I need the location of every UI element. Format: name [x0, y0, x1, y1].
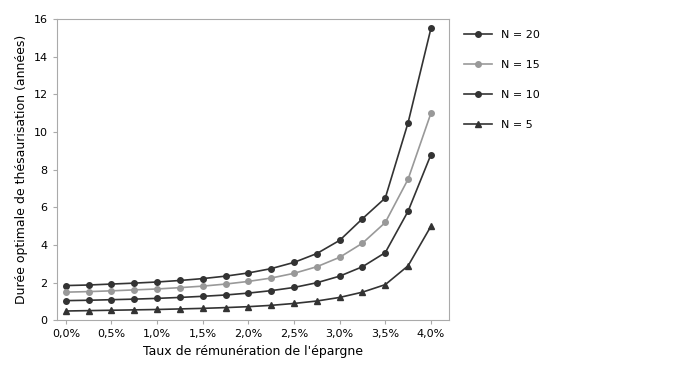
- N = 10: [221, 293, 229, 297]
- N = 10: [84, 298, 92, 303]
- N = 10: [130, 297, 138, 301]
- N = 10: [62, 298, 70, 303]
- N = 20: [62, 283, 70, 288]
- N = 10: [336, 274, 344, 278]
- N = 20: [153, 280, 161, 284]
- N = 10: [245, 291, 253, 295]
- N = 15: [427, 111, 435, 115]
- N = 10: [199, 294, 207, 298]
- N = 15: [199, 284, 207, 288]
- N = 5: [381, 282, 389, 287]
- N = 10: [108, 297, 116, 302]
- N = 10: [176, 295, 184, 300]
- N = 20: [290, 260, 298, 264]
- N = 15: [245, 279, 253, 283]
- N = 15: [267, 276, 275, 280]
- N = 10: [381, 250, 389, 255]
- N = 20: [176, 278, 184, 283]
- N = 5: [336, 295, 344, 300]
- Legend: N = 20, N = 15, N = 10, N = 5: N = 20, N = 15, N = 10, N = 5: [459, 25, 545, 136]
- Y-axis label: Durée optimale de thésaurisation (années): Durée optimale de thésaurisation (années…: [15, 35, 28, 304]
- N = 5: [313, 299, 321, 303]
- N = 20: [404, 120, 412, 125]
- N = 10: [404, 209, 412, 213]
- N = 20: [267, 266, 275, 271]
- N = 5: [62, 309, 70, 313]
- N = 5: [176, 307, 184, 311]
- N = 15: [313, 264, 321, 269]
- N = 10: [267, 288, 275, 293]
- N = 5: [404, 264, 412, 268]
- Line: N = 5: N = 5: [63, 223, 434, 314]
- N = 15: [358, 241, 366, 245]
- N = 20: [199, 276, 207, 281]
- N = 15: [404, 177, 412, 181]
- Line: N = 15: N = 15: [63, 110, 434, 295]
- N = 10: [153, 296, 161, 301]
- N = 20: [336, 238, 344, 242]
- N = 5: [221, 305, 229, 310]
- N = 15: [221, 282, 229, 286]
- N = 20: [221, 274, 229, 278]
- N = 20: [108, 282, 116, 286]
- Line: N = 20: N = 20: [63, 26, 434, 288]
- N = 5: [245, 304, 253, 309]
- N = 15: [381, 220, 389, 225]
- N = 20: [358, 216, 366, 221]
- N = 5: [290, 301, 298, 306]
- N = 20: [313, 251, 321, 256]
- N = 15: [130, 288, 138, 292]
- X-axis label: Taux de rémunération de l'épargne: Taux de rémunération de l'épargne: [143, 345, 363, 358]
- N = 5: [358, 290, 366, 294]
- N = 5: [130, 308, 138, 312]
- N = 15: [153, 287, 161, 291]
- N = 5: [153, 307, 161, 312]
- N = 20: [130, 281, 138, 285]
- N = 5: [108, 308, 116, 313]
- N = 15: [84, 289, 92, 294]
- N = 5: [427, 224, 435, 228]
- N = 10: [290, 285, 298, 290]
- N = 20: [427, 26, 435, 31]
- N = 20: [245, 271, 253, 275]
- N = 15: [290, 271, 298, 276]
- N = 15: [336, 255, 344, 260]
- Line: N = 10: N = 10: [63, 152, 434, 303]
- N = 10: [358, 264, 366, 269]
- N = 15: [62, 290, 70, 294]
- N = 10: [313, 280, 321, 285]
- N = 10: [427, 153, 435, 157]
- N = 20: [84, 283, 92, 287]
- N = 15: [108, 289, 116, 293]
- N = 5: [267, 303, 275, 308]
- N = 15: [176, 285, 184, 290]
- N = 5: [199, 306, 207, 311]
- N = 20: [381, 196, 389, 200]
- N = 5: [84, 308, 92, 313]
